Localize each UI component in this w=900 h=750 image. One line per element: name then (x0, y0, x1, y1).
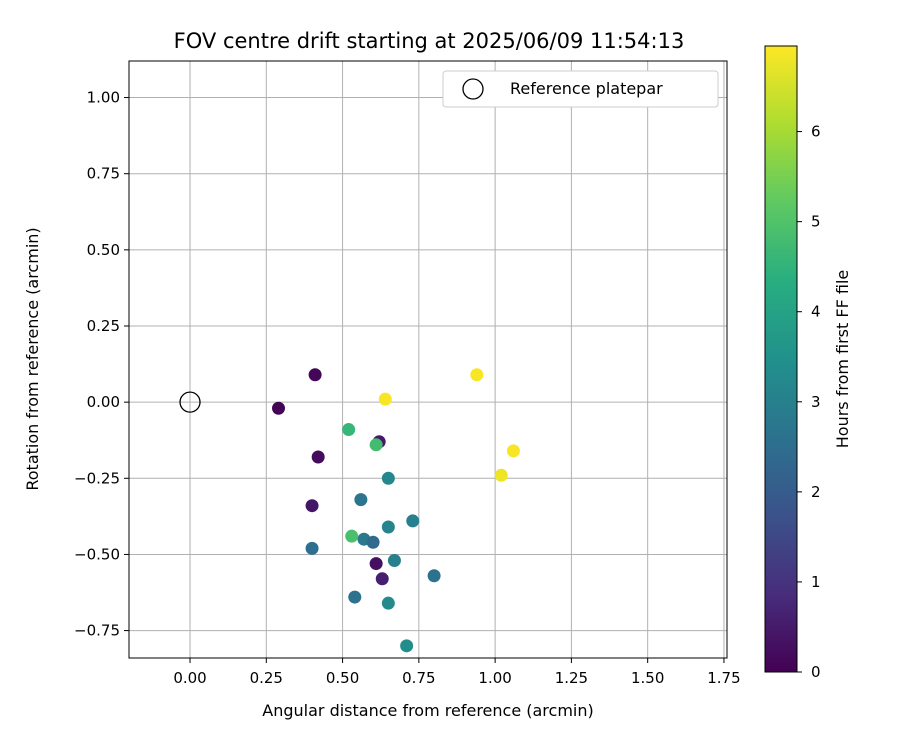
data-point (272, 401, 285, 415)
plot-frame (128, 60, 728, 659)
grid-lines (129, 61, 727, 658)
colorbar: 0 1 2 3 4 5 6 Hours from first FF file (764, 45, 852, 681)
x-tick-label: 0.50 (326, 669, 359, 687)
data-point (354, 493, 368, 507)
colorbar-label: Hours from first FF file (833, 270, 852, 449)
colorbar-ticks: 0 1 2 3 4 5 6 (797, 123, 821, 681)
y-tick-label: 0.00 (87, 393, 120, 411)
data-points (272, 368, 520, 653)
legend-open-circle-icon (462, 78, 484, 100)
data-point (381, 596, 395, 610)
x-tick-label: 0.00 (173, 669, 206, 687)
y-tick-label: −0.25 (74, 469, 120, 487)
data-point (375, 572, 389, 586)
legend: Reference platepar (442, 70, 719, 108)
x-axis-ticks: 0.00 0.25 0.50 0.75 1.00 1.25 1.50 1.75 (173, 658, 741, 687)
data-point (305, 541, 319, 555)
colorbar-tick-label: 2 (811, 483, 821, 501)
data-point (378, 392, 392, 406)
data-point (470, 368, 484, 382)
y-tick-label: −0.50 (74, 545, 120, 563)
x-tick-label: 1.75 (707, 669, 740, 687)
x-tick-label: 1.00 (478, 669, 511, 687)
data-point (348, 590, 362, 604)
legend-box (442, 70, 719, 108)
y-tick-label: 1.00 (87, 89, 120, 107)
x-tick-label: 0.75 (402, 669, 435, 687)
data-point (400, 639, 414, 653)
data-point (311, 450, 325, 464)
data-point (369, 557, 383, 571)
data-point (342, 423, 356, 437)
data-point (345, 529, 359, 543)
colorbar-tick-label: 0 (811, 663, 821, 681)
data-point (366, 535, 380, 549)
data-point (427, 569, 441, 583)
x-tick-label: 1.25 (555, 669, 588, 687)
y-tick-label: −0.75 (74, 622, 120, 640)
data-point (494, 468, 508, 482)
chart-title: FOV centre drift starting at 2025/06/09 … (174, 29, 685, 53)
y-tick-label: 0.50 (87, 241, 120, 259)
colorbar-tick-label: 3 (811, 393, 821, 411)
y-tick-label: 0.75 (87, 165, 120, 183)
colorbar-tick-label: 4 (811, 303, 821, 321)
x-tick-label: 1.50 (631, 669, 664, 687)
data-point (305, 499, 319, 513)
data-point (406, 514, 420, 528)
colorbar-gradient (764, 45, 798, 673)
data-point (308, 368, 322, 382)
y-axis-ticks: 1.00 0.75 0.50 0.25 0.00 −0.25 −0.50 −0.75 (74, 89, 129, 640)
colorbar-tick-label: 6 (811, 123, 821, 141)
data-point (369, 438, 383, 452)
data-point (381, 520, 395, 534)
y-tick-label: 0.25 (87, 317, 120, 335)
data-point (387, 554, 401, 568)
x-axis-label: Angular distance from reference (arcmin) (262, 701, 593, 720)
data-point (506, 444, 520, 458)
y-axis-label: Rotation from reference (arcmin) (23, 227, 42, 490)
x-tick-label: 0.25 (250, 669, 283, 687)
colorbar-tick-label: 5 (811, 213, 821, 231)
legend-entry: Reference platepar (510, 79, 663, 98)
reference-platepar-point (179, 391, 201, 413)
reference-marker (179, 391, 201, 413)
colorbar-tick-label: 1 (811, 573, 821, 591)
data-point (381, 471, 395, 485)
